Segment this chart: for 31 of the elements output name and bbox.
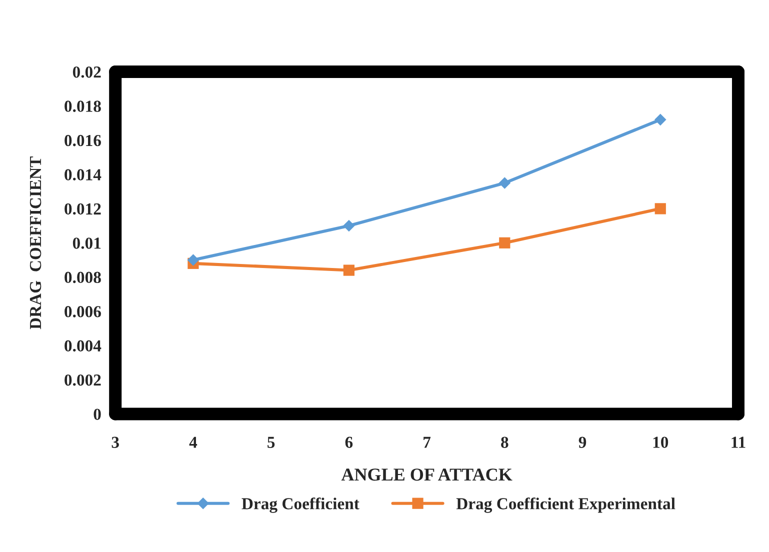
x-tick-label: 11 — [732, 436, 746, 448]
y-tick-label: 0.006 — [64, 306, 101, 318]
y-tick-label: 0.014 — [64, 169, 102, 180]
x-tick-label: 4 — [189, 436, 198, 448]
point — [654, 203, 666, 214]
point — [498, 177, 511, 189]
point — [187, 254, 200, 266]
x-tick-label: 10 — [653, 436, 668, 448]
y-tick-label: 0.012 — [64, 203, 101, 215]
y-tick-label: 0.008 — [64, 272, 101, 284]
y-tick-label: 0.002 — [64, 374, 101, 386]
x-tick-label: 6 — [345, 436, 353, 448]
point — [343, 220, 355, 232]
x-axis-title: ANGLE OF ATTACK — [341, 468, 512, 481]
point — [499, 237, 510, 248]
x-tick-label: 5 — [268, 436, 275, 448]
y-tick-label: 0.018 — [64, 100, 101, 112]
x-tick-label: 3 — [112, 436, 119, 448]
y-tick-label: 0.02 — [72, 66, 101, 78]
point — [654, 114, 666, 126]
y-tick-label: 0.016 — [64, 134, 101, 146]
y-tick-label: 0.01 — [72, 238, 101, 249]
legend-label: Drag Coefficient Experimental — [456, 497, 676, 513]
y-tick-label: 0 — [94, 408, 101, 420]
x-tick-label: 7 — [424, 436, 431, 448]
y-tick-label: 0.004 — [64, 340, 102, 352]
x-tick-label: 9 — [578, 436, 586, 448]
x-tick-label: 8 — [501, 436, 508, 448]
legend-label: Drag Coefficient — [242, 497, 360, 513]
point — [343, 264, 354, 276]
y-axis-title: DRAG COEFFICIENT — [30, 156, 42, 330]
